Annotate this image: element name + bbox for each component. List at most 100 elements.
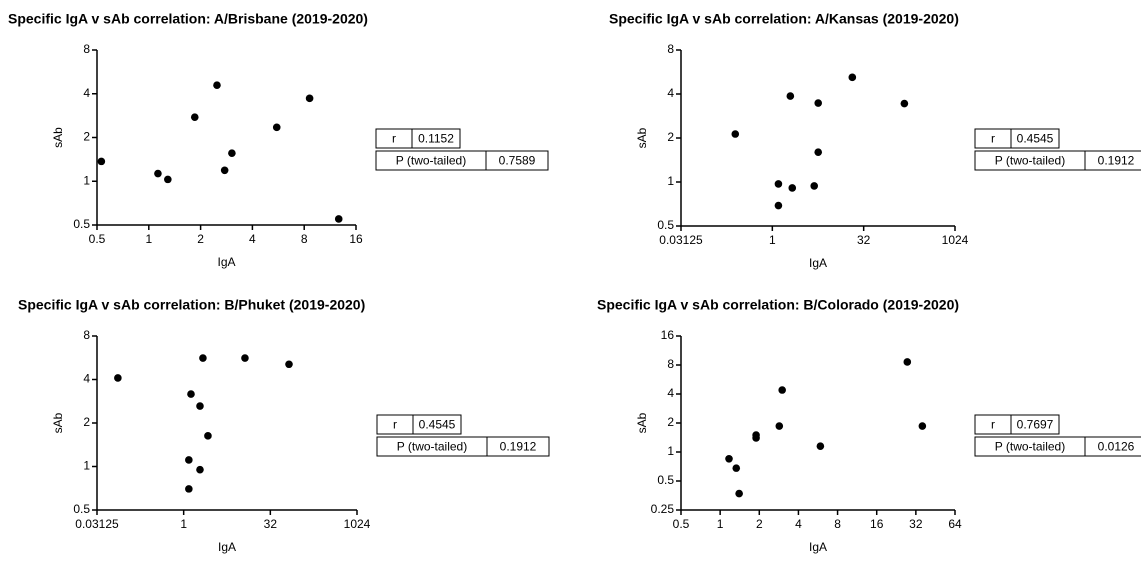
data-point (788, 184, 797, 192)
x-tick-label: 1 (769, 233, 776, 247)
y-tick-label: 8 (83, 328, 90, 342)
data-point (903, 358, 912, 366)
data-point (735, 489, 743, 498)
data-point (220, 166, 229, 175)
data-point (213, 81, 221, 90)
chart-title: Specific IgA v sAb correlation: A/Brisba… (8, 11, 368, 27)
x-tick-label: 32 (857, 233, 871, 247)
x-axis-label: IgA (809, 540, 827, 554)
y-tick-label: 8 (83, 42, 90, 56)
stats-value: 0.7697 (1017, 418, 1054, 432)
data-point (154, 169, 162, 178)
data-point (816, 442, 825, 450)
data-point (774, 180, 783, 188)
stats-label: P (two-tailed) (995, 440, 1065, 454)
chart-title: Specific IgA v sAb correlation: A/Kansas… (609, 11, 959, 27)
stats-value: 0.4545 (419, 418, 456, 432)
stats-label: P (two-tailed) (995, 154, 1065, 168)
y-tick-label: 0.5 (657, 218, 674, 232)
stats-value-cell (1010, 128, 1060, 149)
data-point (114, 374, 122, 382)
x-tick-label: 64 (948, 517, 962, 531)
x-tick-label: 8 (834, 517, 841, 531)
data-point (164, 175, 172, 184)
data-point (848, 73, 857, 82)
stats-value-cell (412, 414, 462, 435)
data-point (334, 215, 343, 223)
stats-value: 0.4545 (1017, 132, 1054, 146)
x-tick-label: 0.5 (673, 517, 690, 531)
y-tick-label: 2 (83, 130, 90, 144)
data-point (204, 432, 212, 440)
y-tick-label: 4 (83, 86, 90, 100)
y-tick-label: 8 (667, 42, 674, 56)
x-tick-label: 32 (909, 517, 923, 531)
x-tick-label: 16 (349, 232, 363, 246)
x-tick-label: 1024 (942, 233, 969, 247)
data-point (814, 99, 823, 107)
data-point (272, 123, 281, 132)
data-point (196, 402, 204, 410)
data-point (199, 354, 207, 362)
stats-label: r (393, 418, 397, 432)
x-tick-label: 0.03125 (75, 517, 119, 531)
x-tick-label: 32 (264, 517, 278, 531)
data-point (185, 456, 193, 464)
y-tick-label: 0.5 (73, 502, 90, 516)
chart-title: Specific IgA v sAb correlation: B/Phuket… (18, 297, 365, 313)
y-tick-label: 2 (83, 415, 90, 429)
x-axis-label: IgA (809, 256, 827, 270)
data-point (900, 99, 909, 108)
stats-value: 0.1912 (500, 440, 537, 454)
data-point (752, 434, 760, 442)
stats-value-cell (411, 128, 461, 149)
y-tick-label: 4 (83, 372, 90, 386)
x-tick-label: 1 (180, 517, 187, 531)
y-tick-label: 2 (667, 130, 674, 144)
x-tick-label: 1024 (344, 517, 371, 531)
data-point (97, 157, 106, 166)
data-point (810, 182, 819, 190)
data-point (196, 465, 204, 474)
stats-label: r (991, 418, 995, 432)
stats-value-cell (1084, 436, 1141, 457)
x-tick-label: 2 (197, 232, 204, 246)
x-tick-label: 1 (717, 517, 724, 531)
stats-value-cell (1010, 414, 1060, 435)
y-tick-label: 1 (83, 173, 90, 187)
y-axis-label: sAb (51, 412, 65, 433)
data-point (731, 130, 740, 138)
data-point (774, 201, 783, 210)
data-point (732, 464, 741, 472)
y-tick-label: 1 (667, 174, 674, 188)
y-axis-label: sAb (635, 412, 649, 433)
data-point (918, 422, 927, 430)
x-tick-label: 0.03125 (659, 233, 703, 247)
y-tick-label: 4 (667, 386, 674, 400)
data-point (725, 454, 733, 463)
chart-title: Specific IgA v sAb correlation: B/Colora… (597, 297, 959, 313)
y-tick-label: 16 (661, 328, 675, 342)
y-tick-label: 2 (667, 415, 674, 429)
data-point (775, 422, 784, 430)
x-tick-label: 0.5 (89, 232, 106, 246)
y-tick-label: 0.5 (73, 217, 90, 231)
y-tick-label: 1 (83, 459, 90, 473)
data-point (285, 360, 293, 369)
stats-value-cell (485, 150, 549, 171)
data-point (187, 390, 195, 398)
x-tick-label: 8 (301, 232, 308, 246)
stats-value: 0.7589 (499, 154, 536, 168)
stats-label: P (two-tailed) (397, 440, 467, 454)
x-axis-label: IgA (217, 255, 235, 269)
data-point (185, 485, 193, 493)
y-axis-label: sAb (635, 127, 649, 148)
stats-value: 0.1152 (418, 132, 454, 146)
y-axis-label: sAb (51, 127, 65, 148)
y-tick-label: 0.5 (657, 473, 674, 487)
data-point (190, 113, 199, 121)
x-axis-label: IgA (218, 540, 236, 554)
y-tick-label: 8 (667, 357, 674, 371)
x-tick-label: 4 (795, 517, 802, 531)
